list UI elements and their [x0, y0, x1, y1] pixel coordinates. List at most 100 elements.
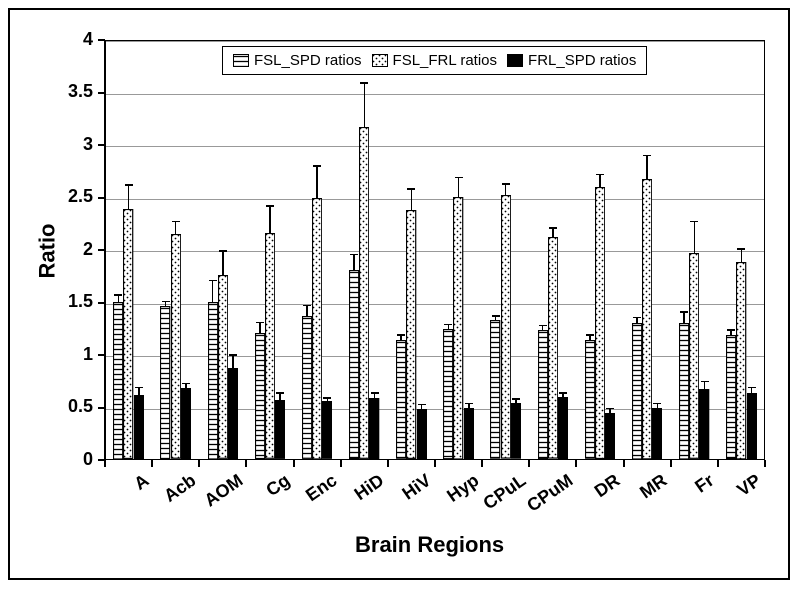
error-bar: [138, 388, 140, 395]
error-bar-cap: [727, 329, 735, 331]
bar: [501, 195, 511, 459]
bar: [490, 320, 500, 459]
error-bar-cap: [748, 387, 756, 389]
error-bar-cap: [559, 392, 567, 394]
error-bar-cap: [586, 334, 594, 336]
error-bar: [458, 178, 460, 197]
y-tick: [98, 302, 105, 304]
bar: [322, 401, 332, 459]
error-bar-cap: [360, 82, 368, 84]
bar: [464, 408, 474, 459]
legend-swatch: [233, 54, 249, 67]
bar: [699, 389, 709, 459]
bar: [679, 323, 689, 460]
error-bar-cap: [135, 387, 143, 389]
x-axis-title: Brain Regions: [355, 532, 504, 558]
error-bar-cap: [276, 392, 284, 394]
legend-item: FRL_SPD ratios: [507, 52, 636, 69]
y-tick-label: 4: [10, 29, 93, 50]
y-tick-label: 3: [10, 134, 93, 155]
error-bar-cap: [209, 280, 217, 282]
y-tick: [98, 407, 105, 409]
error-bar: [730, 330, 732, 335]
gridline: [105, 94, 764, 95]
bar: [605, 413, 615, 459]
error-bar: [222, 251, 224, 275]
error-bar: [411, 189, 413, 210]
error-bar-cap: [643, 155, 651, 157]
y-tick: [98, 144, 105, 146]
bar: [113, 302, 123, 460]
bar: [417, 409, 427, 459]
y-tick-label: 3.5: [10, 81, 93, 102]
error-bar-cap: [114, 294, 122, 296]
chart-frame: Ratio Brain Regions FSL_SPD ratiosFSL_FR…: [8, 8, 790, 580]
bar: [726, 335, 736, 459]
error-bar: [683, 312, 685, 323]
bar: [511, 403, 521, 459]
error-bar-cap: [266, 205, 274, 207]
bar: [453, 197, 463, 460]
error-bar: [353, 254, 355, 270]
y-tick-label: 2.5: [10, 186, 93, 207]
error-bar: [374, 393, 376, 398]
x-tick: [434, 460, 436, 467]
error-bar: [364, 83, 366, 127]
error-bar-cap: [701, 381, 709, 383]
error-bar-cap: [606, 408, 614, 410]
error-bar: [741, 249, 743, 262]
bar: [123, 209, 133, 459]
error-bar-cap: [633, 317, 641, 319]
error-bar: [118, 295, 120, 301]
gridline: [105, 199, 764, 200]
bar: [160, 306, 170, 459]
bar: [171, 234, 181, 459]
bar: [548, 237, 558, 459]
legend-swatch: [507, 54, 523, 67]
error-bar: [175, 222, 177, 235]
error-bar-cap: [219, 250, 227, 252]
error-bar-cap: [502, 183, 510, 185]
error-bar: [646, 156, 648, 179]
error-bar-cap: [303, 305, 311, 307]
error-bar-cap: [371, 392, 379, 394]
x-tick: [198, 460, 200, 467]
error-bar-cap: [172, 221, 180, 223]
bar: [228, 368, 238, 459]
y-tick: [98, 354, 105, 356]
error-bar-cap: [323, 397, 331, 399]
error-bar: [704, 381, 706, 388]
gridline: [105, 409, 764, 410]
error-bar-cap: [229, 354, 237, 356]
bar: [642, 179, 652, 459]
x-tick: [245, 460, 247, 467]
error-bar: [259, 323, 261, 334]
error-bar-cap: [492, 315, 500, 317]
bar: [396, 340, 406, 459]
bar: [585, 340, 595, 459]
x-tick: [104, 460, 106, 467]
error-bar: [279, 393, 281, 400]
gridline: [105, 146, 764, 147]
bar: [443, 329, 453, 459]
error-bar: [636, 317, 638, 322]
error-bar-cap: [539, 325, 547, 327]
y-tick-label: 1: [10, 344, 93, 365]
error-bar: [505, 184, 507, 196]
x-tick: [670, 460, 672, 467]
bar: [652, 408, 662, 459]
error-bar: [400, 335, 402, 340]
x-tick: [528, 460, 530, 467]
x-tick: [293, 460, 295, 467]
x-tick: [623, 460, 625, 467]
x-tick: [575, 460, 577, 467]
error-bar: [212, 281, 214, 302]
bar: [255, 333, 265, 459]
x-tick: [764, 460, 766, 467]
error-bar-cap: [680, 311, 688, 313]
bar: [632, 323, 642, 460]
error-bar-cap: [397, 334, 405, 336]
y-tick: [98, 249, 105, 251]
gridline: [105, 41, 764, 42]
error-bar-cap: [125, 184, 133, 186]
